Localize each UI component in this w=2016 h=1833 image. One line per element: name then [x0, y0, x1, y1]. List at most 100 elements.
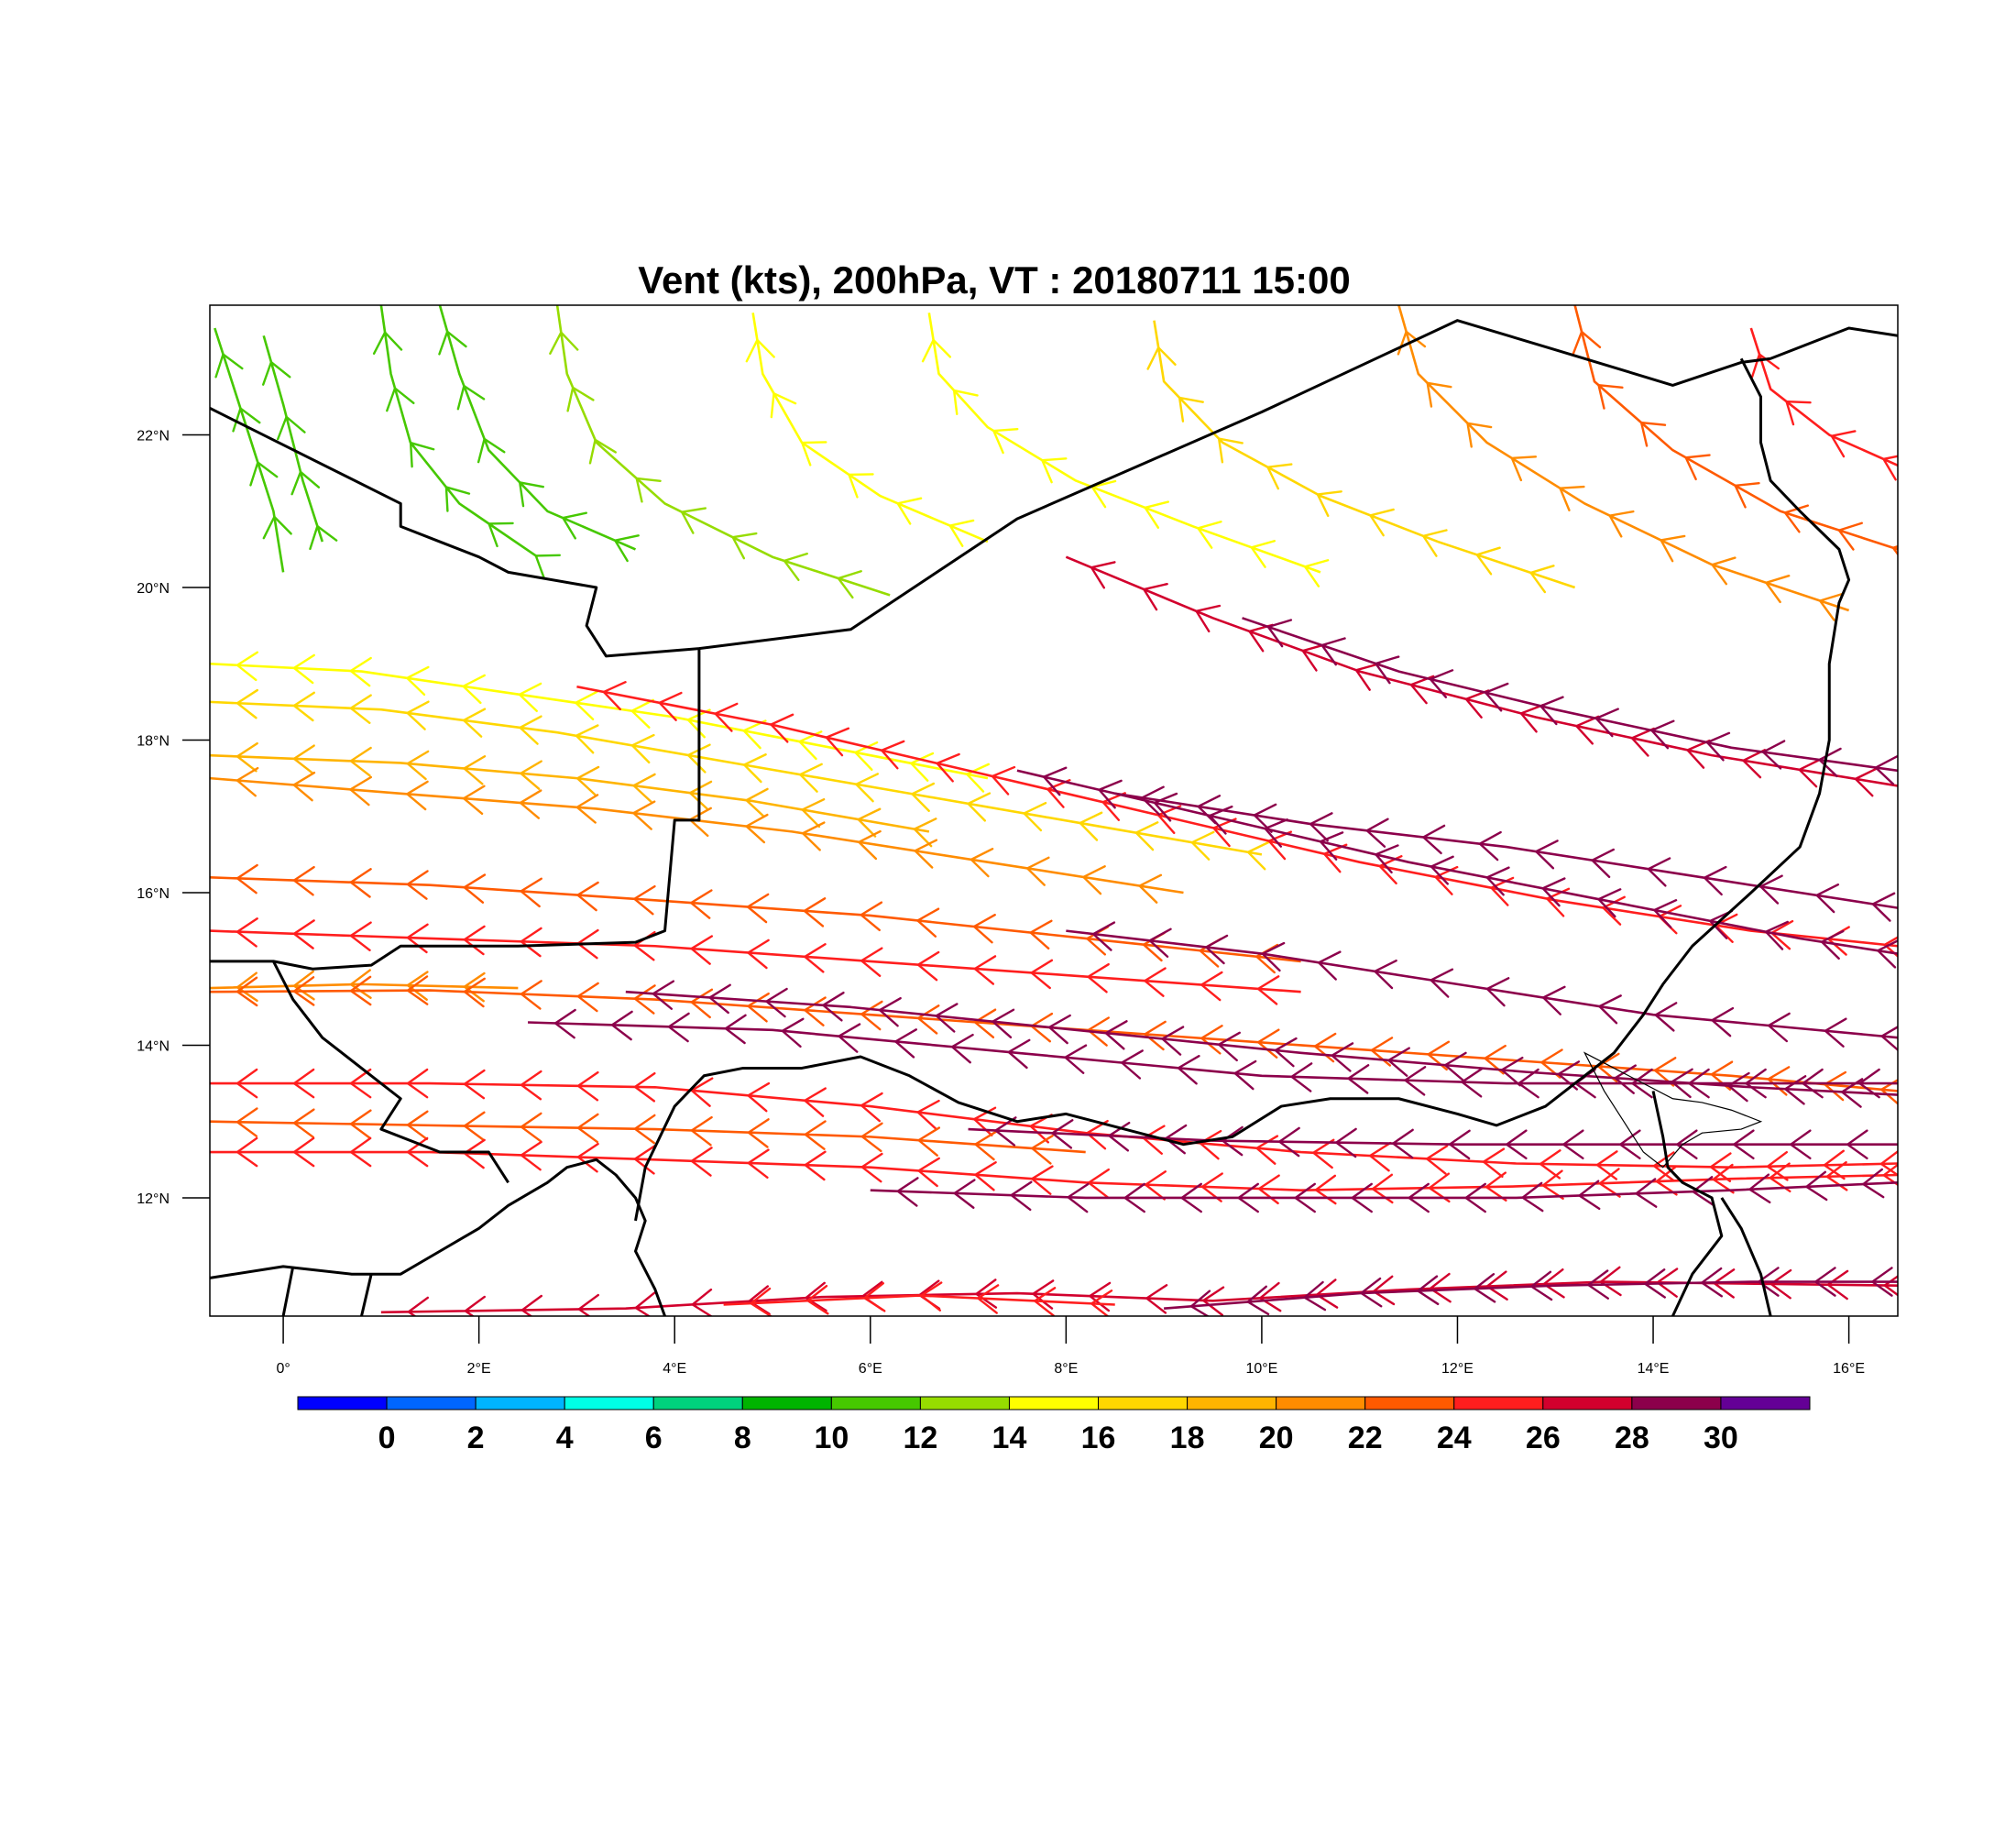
wind-chevron [575, 1142, 599, 1173]
speed-colorbar: 0 2 4 6 8 10 12 14 16 18 20 22 24 26 28 30 [297, 1396, 1811, 1455]
wind-chevron [800, 797, 826, 829]
wind-chevron [1293, 1182, 1316, 1213]
wind-chevron [519, 980, 542, 1010]
wind-chevron [909, 752, 935, 782]
wind-chevron [801, 821, 826, 851]
wind-chevron [916, 1126, 941, 1157]
wind-chevron [348, 694, 372, 724]
wind-chevron [291, 691, 315, 722]
wind-chevron [744, 813, 769, 844]
wind-chevron [291, 976, 315, 1006]
wind-chevron [631, 773, 656, 804]
wind-chevron [633, 1291, 656, 1316]
wind-chevron [1302, 1280, 1327, 1312]
wind-chevron [1708, 1152, 1732, 1182]
wind-chevron [1541, 985, 1566, 1015]
wind-chevron [235, 1107, 258, 1137]
wind-chevron [405, 971, 429, 1001]
wind-chevron [657, 691, 683, 721]
wind-chevron [462, 785, 486, 816]
wind-chevron [1256, 1028, 1280, 1059]
wind-chevron [713, 702, 739, 732]
wind-chevron [575, 765, 600, 796]
wind-chevron [993, 1116, 1017, 1147]
wind-chevron [1529, 1270, 1553, 1301]
wind-chevron [235, 971, 258, 1003]
wind-chevron [1596, 383, 1624, 410]
wind-chevron [746, 992, 770, 1023]
colorbar-label: 2 [467, 1421, 485, 1455]
wind-chevron [1764, 575, 1791, 604]
wind-chevron [1540, 877, 1566, 907]
wind-chevron [1687, 1068, 1710, 1099]
wind-chevron [1683, 454, 1711, 481]
wind-chevron [461, 674, 486, 705]
wind-chevron [1221, 1125, 1244, 1157]
wind-chevron [235, 863, 258, 895]
wind-chevron [462, 971, 486, 1003]
wind-chevron [609, 1010, 633, 1041]
wind-chevron [1120, 1049, 1144, 1080]
wind-chevron [1744, 1068, 1767, 1099]
wind-chevron [348, 746, 372, 777]
wind-chevron [992, 427, 1019, 455]
wind-chevron [860, 947, 883, 977]
wind-chevron [1757, 1267, 1780, 1297]
colorbar-label: 4 [556, 1421, 574, 1455]
wind-chevron [1200, 971, 1223, 1002]
border-line-2 [210, 1158, 666, 1316]
streamline-18 [1016, 766, 1898, 969]
wind-chevron [690, 1288, 713, 1316]
wind-chevron [1081, 865, 1106, 895]
wind-chevron [847, 473, 874, 499]
wind-chevron [1653, 1002, 1678, 1032]
wind-chevron [462, 708, 487, 738]
wind-chevron [1484, 1171, 1507, 1202]
wind-chevron [630, 733, 655, 764]
colorbar-swatch [741, 1396, 832, 1410]
wind-chevron [1196, 795, 1222, 825]
wind-chevron [462, 1069, 486, 1100]
wind-chevron [1823, 1017, 1847, 1048]
streamline-26 [528, 1008, 1898, 1099]
wind-chevron [1764, 920, 1789, 950]
wind-chevron [1597, 1168, 1621, 1198]
wind-chevron [973, 1130, 997, 1161]
colorbar-label: 12 [903, 1421, 937, 1455]
wind-chevron [1520, 1181, 1544, 1213]
wind-chevron [348, 775, 373, 807]
wind-chevron [1572, 330, 1602, 356]
border-line-4 [1651, 1091, 1724, 1316]
wind-chevron [1505, 1129, 1528, 1160]
wind-chevron [854, 773, 879, 803]
wind-chevron [723, 1014, 747, 1045]
streamline-34 [1164, 1267, 1898, 1316]
wind-chevron [519, 1140, 542, 1171]
wind-chevron [1176, 1055, 1200, 1085]
wind-chevron [235, 917, 258, 948]
wind-chevron [1817, 747, 1842, 778]
colorbar-swatch [1098, 1396, 1189, 1410]
streamline-21 [210, 917, 1301, 1005]
wind-chevron [291, 1136, 315, 1168]
wind-chevron [1639, 421, 1667, 447]
wind-chevron [742, 753, 767, 784]
wind-chevron [913, 839, 938, 869]
wind-chevron [462, 873, 487, 904]
wind-chevron [291, 919, 315, 949]
colorbar-swatch [564, 1396, 654, 1410]
wind-chevron [291, 970, 315, 1001]
wind-chevron [1670, 1068, 1693, 1099]
wind-chevron [1703, 865, 1727, 896]
streamline-9 [1572, 305, 1898, 556]
wind-chevron [1797, 758, 1823, 788]
wind-chevron [1204, 934, 1229, 965]
colorbar-label: 22 [1348, 1421, 1383, 1455]
wind-chevron [632, 1071, 656, 1103]
wind-chevron [1881, 1163, 1898, 1187]
wind-chevron [1814, 883, 1840, 914]
wind-chevron [575, 1113, 599, 1144]
wind-chevron [1558, 485, 1585, 511]
wind-chevron [1066, 1182, 1090, 1213]
colorbar-swatch [652, 1396, 743, 1410]
